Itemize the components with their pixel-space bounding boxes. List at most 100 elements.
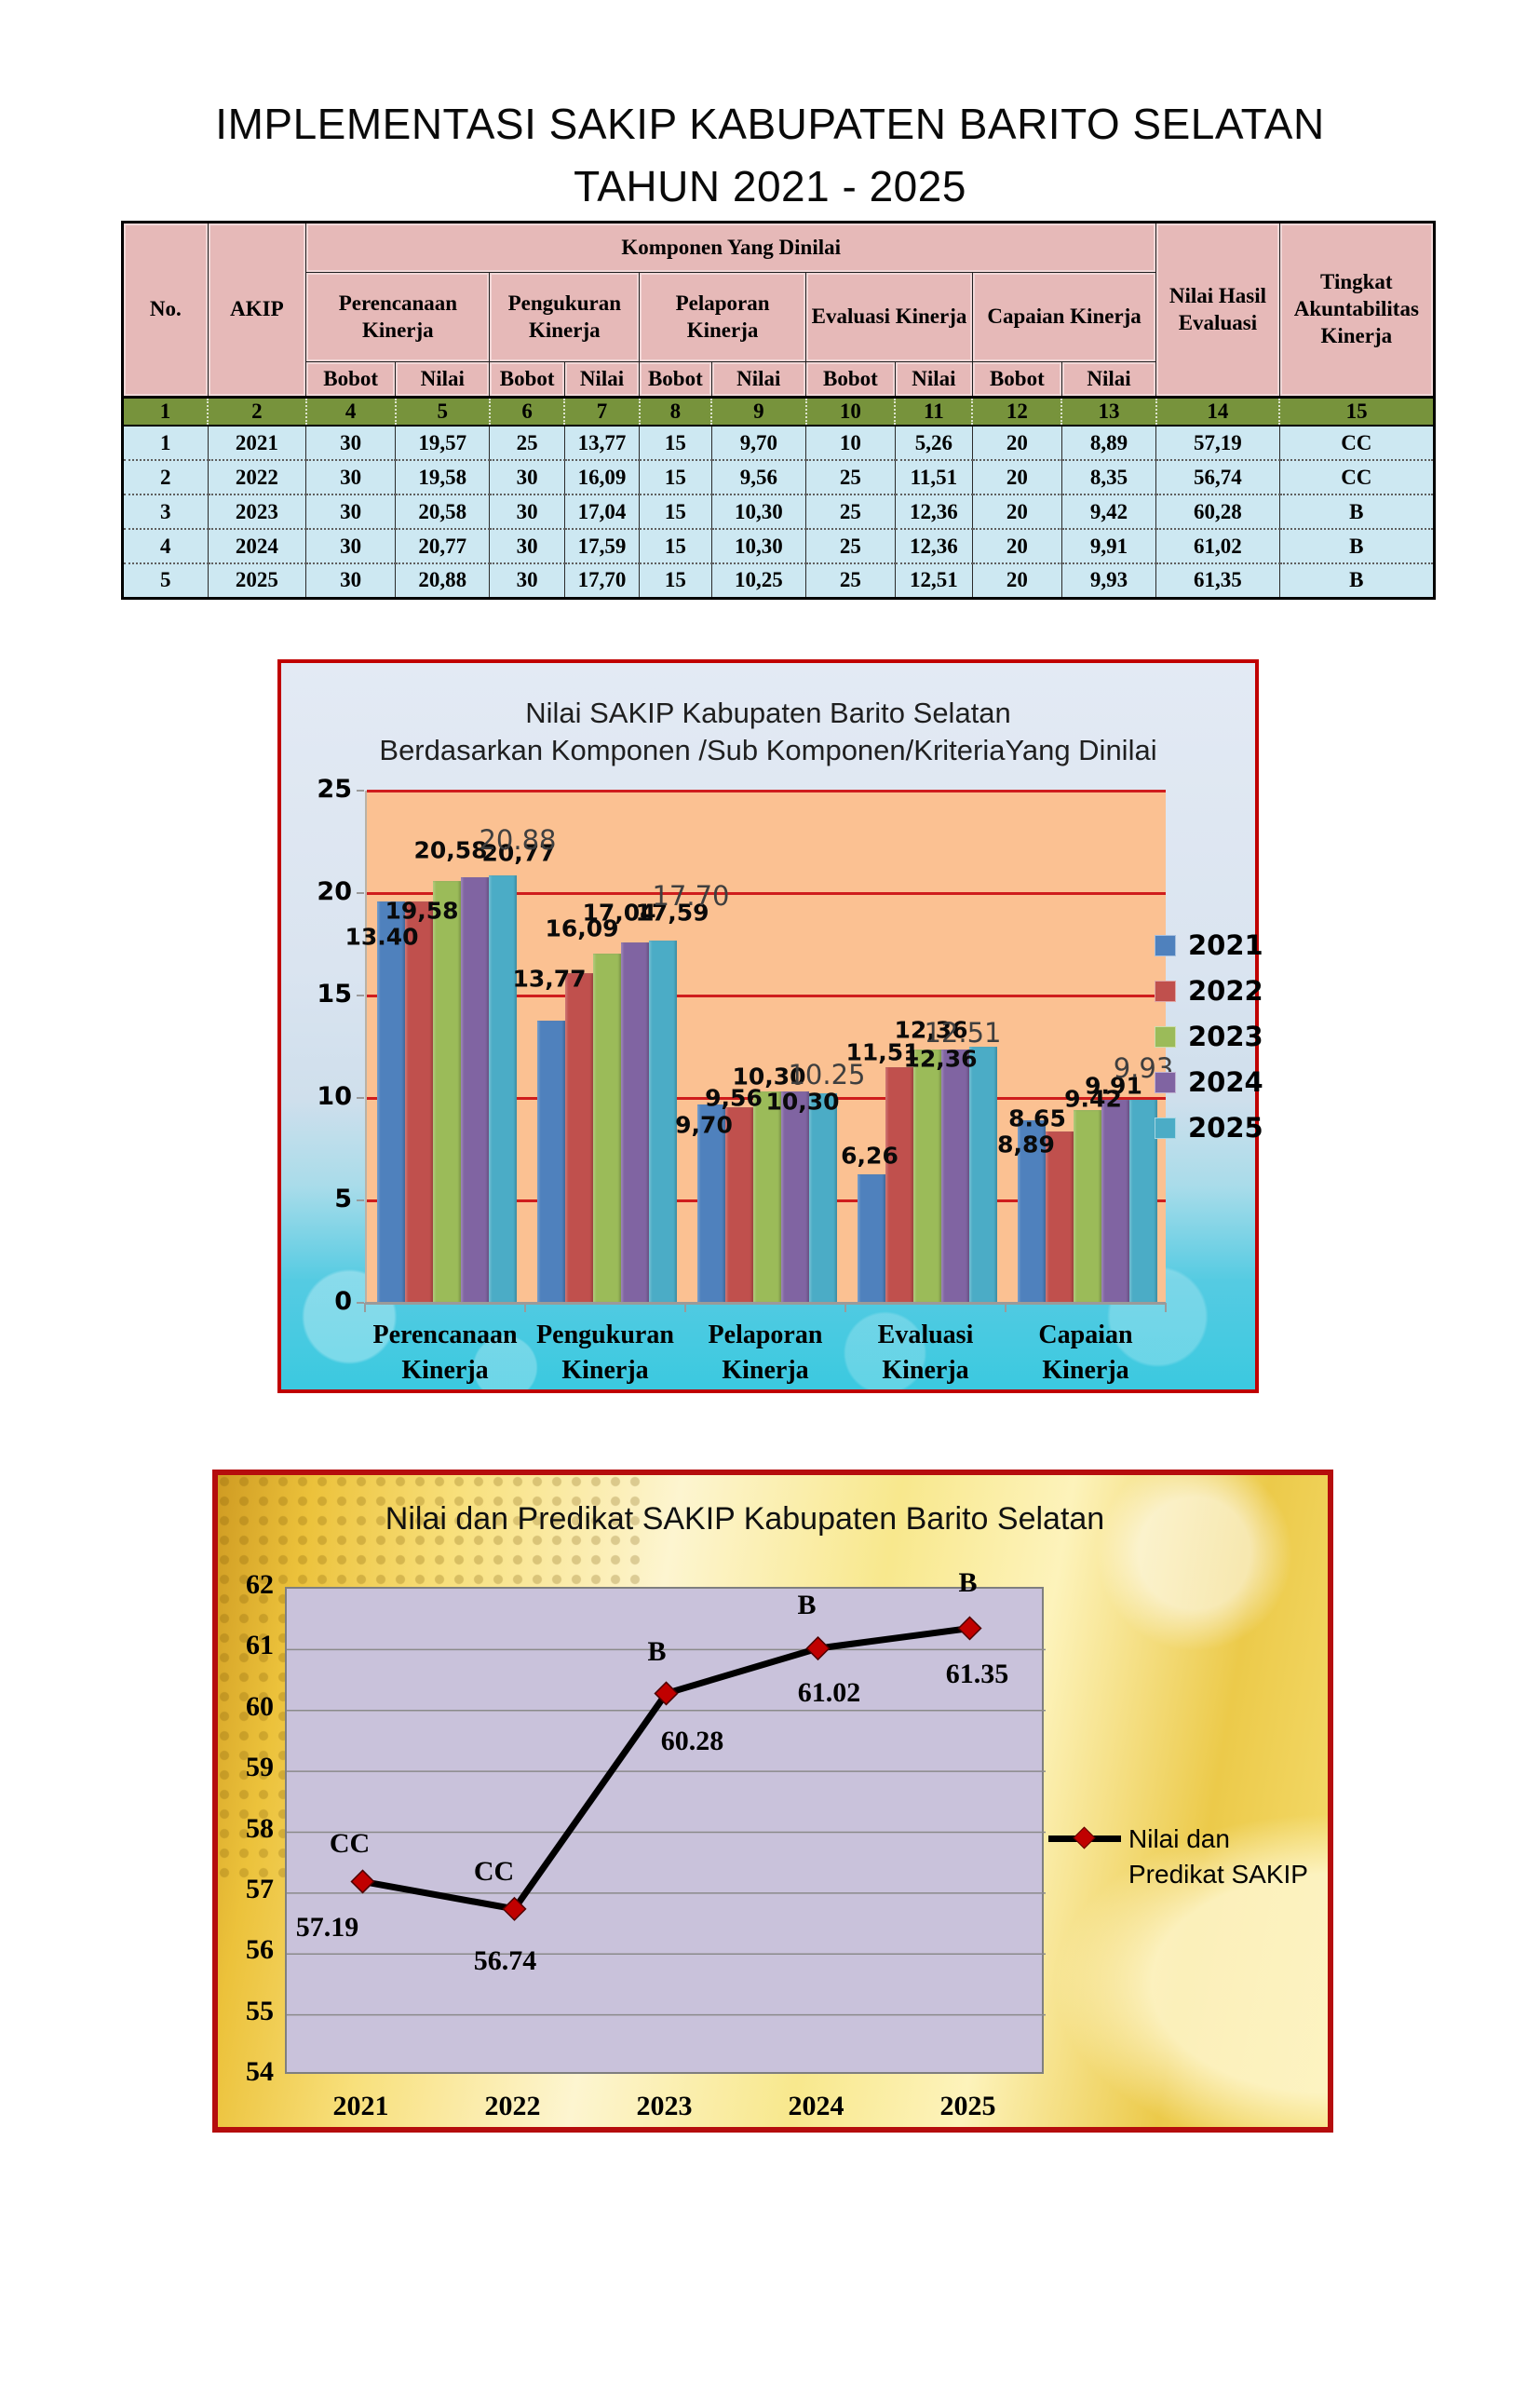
- y-axis-tick: [357, 892, 364, 894]
- bar-chart-title-line1: Nilai SAKIP Kabupaten Barito Selatan: [525, 697, 1011, 729]
- y-axis-label: 60: [246, 1690, 274, 1722]
- data-point-marker-icon: [350, 1869, 375, 1894]
- table-cell: 25: [805, 562, 896, 598]
- line-chart-legend-label: Nilai dan Predikat SAKIP: [1128, 1824, 1308, 1889]
- bar: [1046, 1131, 1074, 1303]
- table-cell: 25: [489, 426, 565, 460]
- table-column-number-cell: 7: [563, 396, 640, 427]
- legend-swatch-icon: [1155, 934, 1176, 956]
- y-axis-label: 57: [246, 1873, 274, 1904]
- category-label: Perencanaan Kinerja: [372, 1321, 518, 1385]
- x-axis-tick: [844, 1303, 846, 1312]
- line-chart-title: Nilai dan Predikat SAKIP Kabupaten Barit…: [385, 1501, 1105, 1537]
- bar: [941, 1050, 969, 1303]
- x-axis-label: 2025: [939, 2091, 996, 2121]
- y-axis-tick: [357, 995, 364, 996]
- line-chart: Nilai dan Predikat SAKIP Kabupaten Barit…: [212, 1470, 1333, 2133]
- legend-line-sample: [1048, 1826, 1121, 1849]
- document-title-line1: IMPLEMENTASI SAKIP KABUPATEN BARITO SELA…: [215, 100, 1325, 148]
- table-column-number-cell: 11: [894, 396, 973, 427]
- bar-label: 9.91: [1085, 1072, 1142, 1100]
- table-subheader-bobot: Bobot: [639, 361, 712, 398]
- data-point-marker-icon: [957, 1616, 982, 1641]
- legend-label: 2025: [1188, 1112, 1263, 1144]
- legend-swatch-icon: [1155, 980, 1176, 1002]
- gridline: [367, 891, 1166, 895]
- col-header-komponen: Komponen Yang Dinilai: [305, 222, 1157, 273]
- data-point-marker-icon: [805, 1636, 831, 1661]
- bar-chart: Nilai SAKIP Kabupaten Barito Selatan Ber…: [277, 659, 1263, 1393]
- bar: [537, 1021, 565, 1303]
- table-row: 5 2025 30 20,88 30 17,70 15 10,25 25 12,51 20 9,93 6…: [122, 562, 1435, 598]
- x-axis-label: 2023: [636, 2091, 693, 2121]
- gridline: [367, 789, 1166, 792]
- x-axis-tick: [1005, 1303, 1006, 1312]
- predikat-label: B: [958, 1567, 978, 1599]
- bar: [858, 1174, 885, 1303]
- table-cell: 8,35: [1060, 459, 1156, 494]
- table-row: 2 2022 30 19,58 30 16,09 15 9,56 25 11,51 20 8,35 56…: [122, 459, 1435, 494]
- bar-label: 16,09: [545, 914, 619, 942]
- table-column-number-cell: 10: [804, 396, 896, 427]
- table-cell: 25: [805, 494, 896, 529]
- table-column-number-cell: 8: [638, 396, 712, 427]
- bar-label: 17,04: [582, 899, 656, 927]
- bar: [753, 1091, 781, 1303]
- y-axis-label: 55: [246, 1995, 274, 2026]
- bar: [1101, 1099, 1129, 1303]
- bar-label: 13,77: [512, 965, 587, 993]
- col-header-tingkat-akuntabilitas: Tingkat Akuntabilitas Kinerja: [1278, 222, 1436, 398]
- table-cell: 20: [971, 494, 1062, 529]
- bar-label: 6,26: [841, 1142, 898, 1170]
- table-cell: 12,51: [894, 562, 973, 598]
- legend-swatch-icon: [1155, 1071, 1176, 1093]
- table-column-number-cell: 15: [1278, 396, 1435, 427]
- bar: [1074, 1109, 1101, 1303]
- point-value-label: 61.35: [945, 1659, 1009, 1690]
- point-value-label: 56.74: [473, 1944, 537, 1976]
- legend-item: 2024: [1155, 1066, 1263, 1098]
- table-cell: 20: [971, 528, 1062, 563]
- table-cell: 30: [305, 494, 396, 529]
- point-value-label: 60.28: [660, 1726, 724, 1757]
- table-cell: 15: [639, 459, 712, 494]
- table-cell: 15: [639, 426, 712, 460]
- table-subheader-nilai: Nilai: [894, 361, 973, 398]
- bar: [433, 881, 461, 1303]
- category-label: Evaluasi Kinerja: [877, 1321, 974, 1385]
- table-cell: 10: [805, 426, 896, 460]
- table-cell: 61,02: [1155, 528, 1280, 563]
- table-column-number-cell: 6: [488, 396, 565, 427]
- table-cell: 2024: [207, 528, 306, 563]
- y-axis-label: 15: [317, 980, 352, 1009]
- predikat-label: B: [797, 1590, 817, 1621]
- table-cell: B: [1278, 528, 1435, 563]
- legend-swatch-icon: [1155, 1025, 1176, 1048]
- bar: [1129, 1099, 1157, 1303]
- bar: [913, 1050, 941, 1303]
- line-chart-plot-area: [285, 1587, 1046, 2074]
- table-cell: 8,89: [1060, 426, 1156, 460]
- point-value-label: 57.19: [295, 1912, 359, 1944]
- table-cell: 9,56: [710, 459, 806, 494]
- bar-chart-title: Nilai SAKIP Kabupaten Barito Selatan Ber…: [281, 695, 1255, 770]
- table-cell: 15: [639, 528, 712, 563]
- y-axis-tick: [357, 1302, 364, 1304]
- table-cell: 2: [122, 459, 209, 494]
- akip-table-container: No. AKIP Komponen Yang Dinilai Nilai Has…: [121, 221, 1436, 600]
- table-cell: 20: [971, 562, 1062, 598]
- x-axis-tick: [364, 1303, 366, 1312]
- table-subheader-bobot: Bobot: [971, 361, 1062, 398]
- table-column-number-cell: 12: [971, 396, 1062, 427]
- table-cell: 9,93: [1060, 562, 1156, 598]
- bar-label: 12,36: [894, 1016, 968, 1044]
- bar-label: 10,30: [765, 1088, 840, 1116]
- y-axis-label: 20: [317, 877, 352, 906]
- table-cell: 4: [122, 528, 209, 563]
- table-cell: 16,09: [563, 459, 640, 494]
- y-axis-label: 25: [317, 775, 352, 804]
- line-chart-legend: Nilai dan Predikat SAKIP: [1048, 1822, 1328, 1892]
- table-cell: 20,77: [395, 528, 490, 563]
- y-axis-label: 10: [317, 1082, 352, 1111]
- y-axis-label: 59: [246, 1752, 274, 1783]
